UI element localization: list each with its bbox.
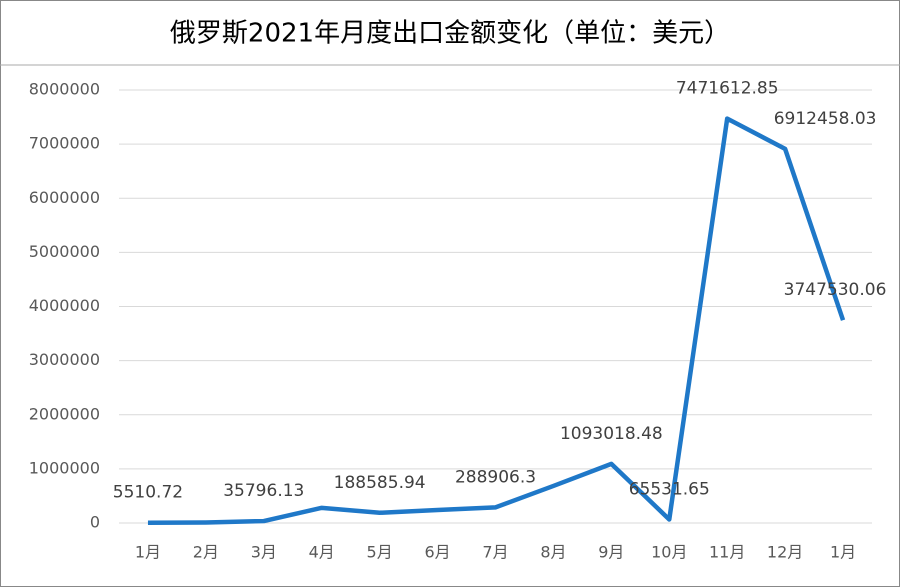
x-tick-label: 3月	[251, 543, 277, 562]
data-label: 7471612.85	[676, 79, 779, 99]
x-tick-label: 7月	[482, 543, 508, 562]
chart-title: 俄罗斯2021年月度出口金额变化（单位：美元）	[170, 19, 730, 49]
x-tick-label: 11月	[709, 543, 745, 562]
y-tick-label: 7000000	[29, 134, 100, 153]
data-label: 1093018.48	[560, 424, 663, 444]
data-label: 3747530.06	[784, 280, 887, 300]
x-tick-label: 1月	[830, 543, 856, 562]
x-tick-label: 9月	[598, 543, 624, 562]
data-label: 35796.13	[223, 481, 304, 501]
y-tick-label: 3000000	[29, 350, 100, 369]
series-line	[147, 116, 846, 525]
y-tick-label: 0	[90, 513, 100, 532]
x-tick-label: 10月	[651, 543, 687, 562]
data-label: 6912458.03	[774, 109, 877, 129]
x-tick-label: 5月	[367, 543, 393, 562]
y-tick-label: 6000000	[29, 188, 100, 207]
x-tick-label: 8月	[540, 543, 566, 562]
y-tick-label: 2000000	[29, 404, 100, 423]
x-tick-label: 4月	[309, 543, 335, 562]
x-tick-label: 1月	[135, 543, 161, 562]
x-tick-label: 2月	[193, 543, 219, 562]
data-label: 188585.94	[334, 473, 426, 493]
data-label: 288906.3	[455, 467, 536, 487]
y-tick-label: 1000000	[29, 458, 100, 477]
data-label: 5510.72	[113, 483, 183, 503]
x-tick-label: 6月	[424, 543, 450, 562]
x-tick-label: 12月	[767, 543, 803, 562]
y-tick-label: 4000000	[29, 296, 100, 315]
y-tick-label: 8000000	[29, 80, 100, 99]
y-tick-label: 5000000	[29, 242, 100, 261]
data-label: 65531.65	[629, 479, 710, 499]
